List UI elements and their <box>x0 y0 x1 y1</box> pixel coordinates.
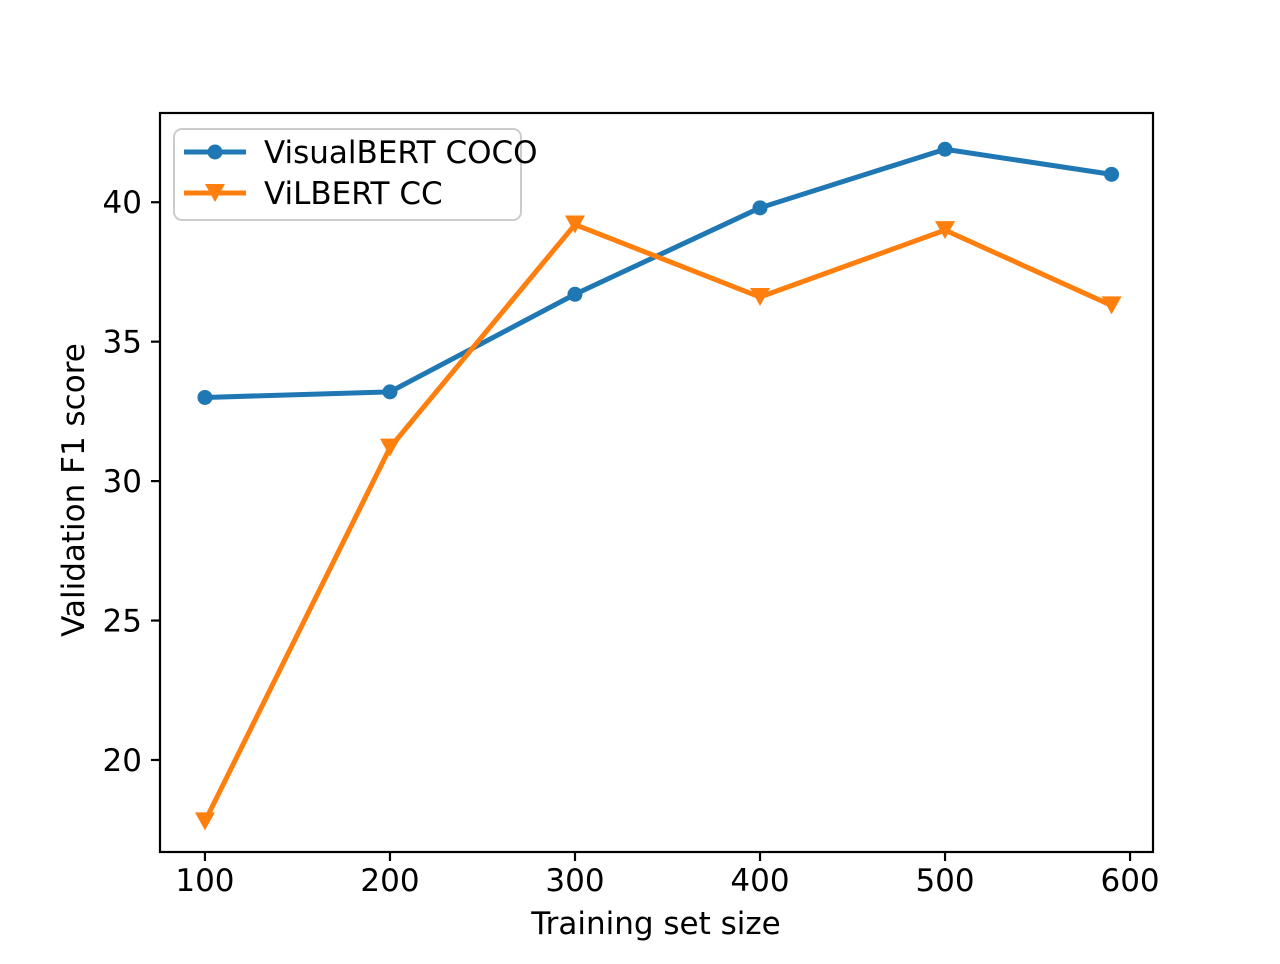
legend: VisualBERT COCO ViLBERT CC <box>173 128 538 221</box>
x-tick-label: 300 <box>545 863 604 899</box>
x-tick-label: 100 <box>175 863 234 899</box>
data-point-marker <box>1101 296 1122 315</box>
data-point-marker <box>194 812 215 831</box>
data-point-marker <box>379 438 400 457</box>
data-point-marker <box>1104 166 1120 182</box>
y-tick-label: 25 <box>103 604 142 640</box>
y-axis-label: Validation F1 score <box>56 343 92 637</box>
y-tick-label: 40 <box>103 185 142 221</box>
x-tick-label: 400 <box>730 863 789 899</box>
data-point-marker <box>750 288 771 307</box>
legend-box <box>173 128 522 221</box>
series-group <box>194 141 1122 831</box>
legend-entry: ViLBERT CC <box>184 176 443 212</box>
legend-label: ViLBERT CC <box>264 176 443 212</box>
data-point-marker <box>935 221 956 240</box>
data-point-marker <box>937 141 953 157</box>
y-tick-label: 20 <box>103 743 142 779</box>
x-tick-label: 600 <box>1100 863 1159 899</box>
data-point-marker <box>382 384 398 400</box>
series-vilbert-cc <box>194 215 1122 831</box>
legend-entry: VisualBERT COCO <box>184 135 538 171</box>
series-line <box>202 222 1115 824</box>
legend-label: VisualBERT COCO <box>264 135 538 171</box>
x-axis: 100 200 300 400 500 600 <box>175 852 1160 899</box>
x-tick-label: 200 <box>360 863 419 899</box>
y-axis: 20 25 30 35 40 <box>103 185 160 779</box>
series-visualbert-coco <box>197 141 1120 405</box>
data-point-marker <box>567 286 583 302</box>
series-line <box>202 146 1115 400</box>
x-axis-label: Training set size <box>530 906 781 942</box>
data-point-marker <box>564 215 585 234</box>
y-tick-label: 30 <box>103 464 142 500</box>
legend-marker-circle <box>207 144 223 160</box>
y-tick-label: 35 <box>103 325 142 361</box>
data-point-marker <box>197 389 213 405</box>
plot-border <box>158 111 1155 854</box>
data-point-marker <box>752 200 768 216</box>
legend-marker-triangle <box>205 184 225 202</box>
x-tick-label: 500 <box>915 863 974 899</box>
